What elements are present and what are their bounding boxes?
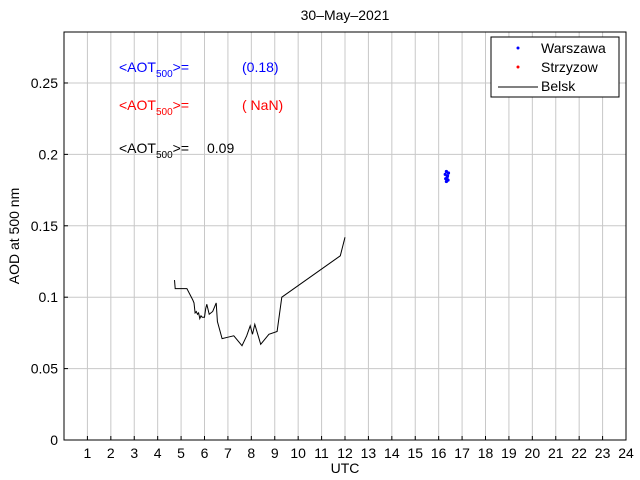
aot-annotation-label: <AOT500>= <box>119 97 189 118</box>
x-tick-label: 6 <box>201 445 209 461</box>
grid <box>64 32 626 440</box>
x-tick-label: 1 <box>84 445 92 461</box>
belsk-series <box>174 237 346 347</box>
y-tick-label: 0.2 <box>39 146 59 162</box>
x-tick-label: 17 <box>454 445 470 461</box>
x-tick-label: 10 <box>290 445 306 461</box>
y-tick-label: 0.15 <box>31 218 58 234</box>
x-tick-label: 19 <box>501 445 517 461</box>
legend-label-warszawa: Warszawa <box>541 40 606 56</box>
aot-annotation-value: (0.18) <box>242 59 279 75</box>
x-tick-label: 5 <box>177 445 185 461</box>
aot-annotation-value: 0.09 <box>207 140 234 156</box>
x-tick-label: 21 <box>548 445 564 461</box>
x-tick-label: 24 <box>618 445 634 461</box>
legend: Warszawa Strzyzow Belsk <box>490 36 620 98</box>
x-tick-label: 13 <box>361 445 377 461</box>
x-tick-label: 11 <box>314 445 329 461</box>
aot-annotation-value: ( NaN) <box>242 97 283 113</box>
y-axis: 0 0.05 0.1 0.15 0.2 0.25 <box>31 75 68 448</box>
y-tick-label: 0.25 <box>31 75 58 91</box>
x-tick-label: 18 <box>478 445 494 461</box>
y-tick-label: 0 <box>50 432 58 448</box>
x-tick-label: 12 <box>337 445 353 461</box>
x-tick-label: 2 <box>107 445 115 461</box>
y-axis-label: AOD at 500 nm <box>6 188 22 285</box>
x-tick-label: 3 <box>130 445 138 461</box>
x-tick-label: 15 <box>407 445 423 461</box>
warszawa-point <box>446 171 451 175</box>
chart-title: 30–May–2021 <box>301 7 390 23</box>
annotations: <AOT500>= (0.18) <AOT500>= ( NaN) <AOT500>= 0… <box>119 59 283 161</box>
x-tick-label: 22 <box>571 445 587 461</box>
x-tick-label: 7 <box>224 445 232 461</box>
warszawa-point <box>443 172 447 176</box>
legend-marker-strzyzow <box>516 65 520 69</box>
warszawa-point <box>446 178 450 182</box>
x-tick-label: 23 <box>595 445 611 461</box>
x-tick-label: 16 <box>431 445 447 461</box>
warszawa-point <box>445 175 449 179</box>
aot-annotation-label: <AOT500>= <box>119 140 189 161</box>
legend-label-strzyzow: Strzyzow <box>541 59 599 75</box>
x-tick-label: 8 <box>247 445 255 461</box>
x-tick-label: 9 <box>271 445 279 461</box>
belsk-line <box>174 237 346 347</box>
legend-label-belsk: Belsk <box>541 78 576 94</box>
aot-annotation-label: <AOT500>= <box>119 59 189 80</box>
warszawa-series <box>443 169 451 184</box>
legend-marker-warszawa <box>516 46 520 50</box>
x-tick-label: 4 <box>154 445 162 461</box>
y-tick-label: 0.05 <box>31 361 58 377</box>
x-axis: 1 2 3 4 5 6 7 8 9 10 11 12 13 14 15 16 17 18 19 20 21 22 23 24 <box>84 436 634 461</box>
y-tick-label: 0.1 <box>39 289 59 305</box>
x-tick-label: 20 <box>525 445 541 461</box>
x-tick-label: 14 <box>384 445 400 461</box>
x-axis-label: UTC <box>331 460 360 476</box>
